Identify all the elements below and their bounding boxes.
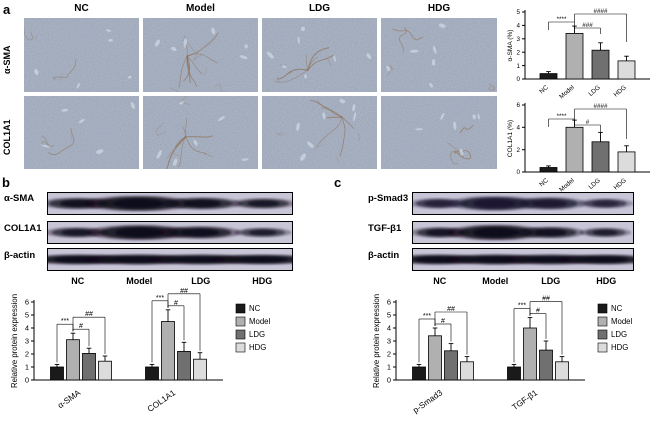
- svg-text:6: 6: [516, 102, 520, 109]
- svg-text:NC: NC: [538, 84, 550, 95]
- svg-text:α-SMA: α-SMA: [55, 387, 82, 410]
- svg-text:4: 4: [387, 324, 391, 333]
- svg-text:Relative protein expression: Relative protein expression: [372, 294, 381, 388]
- svg-text:##: ##: [447, 306, 455, 313]
- svg-text:##: ##: [85, 311, 93, 318]
- svg-text:HDG: HDG: [249, 343, 266, 352]
- svg-text:1: 1: [516, 63, 520, 70]
- svg-text:5: 5: [516, 9, 520, 16]
- svg-text:Model: Model: [611, 317, 633, 326]
- svg-text:NC: NC: [249, 304, 261, 313]
- svg-text:2: 2: [516, 147, 520, 154]
- svg-text:Model: Model: [249, 317, 271, 326]
- svg-text:3: 3: [25, 337, 29, 346]
- svg-text:LDG: LDG: [587, 177, 601, 191]
- svg-text:***: ***: [61, 318, 69, 325]
- svg-text:LDG: LDG: [249, 330, 265, 339]
- svg-text:4: 4: [516, 125, 520, 132]
- svg-text:LDG: LDG: [611, 330, 627, 339]
- svg-text:****: ****: [557, 16, 567, 23]
- svg-text:HDG: HDG: [611, 343, 628, 352]
- svg-text:6: 6: [25, 298, 29, 307]
- svg-text:***: ***: [156, 295, 164, 302]
- svg-text:****: ****: [557, 113, 567, 120]
- svg-text:#: #: [536, 308, 540, 315]
- svg-text:5: 5: [387, 311, 391, 320]
- svg-text:NC: NC: [611, 304, 623, 313]
- svg-text:0: 0: [516, 76, 520, 83]
- svg-text:COL1A1: COL1A1: [145, 387, 177, 414]
- svg-text:1: 1: [25, 363, 29, 372]
- svg-text:##: ##: [542, 296, 550, 303]
- svg-text:4: 4: [25, 324, 29, 333]
- svg-text:HDG: HDG: [613, 177, 628, 191]
- svg-text:6: 6: [387, 298, 391, 307]
- svg-text:p-Smad3: p-Smad3: [411, 387, 445, 415]
- svg-text:***: ***: [518, 303, 526, 310]
- svg-text:2: 2: [387, 350, 391, 359]
- svg-text:#: #: [441, 318, 445, 325]
- svg-text:#: #: [586, 119, 590, 126]
- svg-text:##: ##: [180, 288, 188, 295]
- svg-text:0: 0: [25, 376, 29, 385]
- svg-text:NC: NC: [538, 177, 550, 188]
- svg-text:COL1A1 (%): COL1A1 (%): [507, 120, 514, 157]
- svg-text:###: ###: [582, 22, 593, 29]
- svg-text:4: 4: [516, 23, 520, 30]
- svg-text:0: 0: [387, 376, 391, 385]
- svg-text:####: ####: [593, 103, 608, 110]
- svg-text:Model: Model: [558, 177, 576, 192]
- svg-text:0: 0: [516, 169, 520, 176]
- svg-text:Relative protein expression: Relative protein expression: [10, 294, 19, 388]
- svg-text:LDG: LDG: [587, 84, 601, 98]
- svg-text:#: #: [174, 300, 178, 307]
- svg-text:#: #: [79, 323, 83, 330]
- svg-text:2: 2: [25, 350, 29, 359]
- svg-text:####: ####: [593, 8, 608, 15]
- svg-text:2: 2: [516, 49, 520, 56]
- svg-text:TGF-β1: TGF-β1: [510, 387, 540, 412]
- svg-text:3: 3: [516, 36, 520, 43]
- svg-text:3: 3: [387, 337, 391, 346]
- svg-text:***: ***: [423, 313, 431, 320]
- svg-text:5: 5: [25, 311, 29, 320]
- svg-text:α-SMA (%): α-SMA (%): [507, 29, 514, 61]
- svg-text:1: 1: [387, 363, 391, 372]
